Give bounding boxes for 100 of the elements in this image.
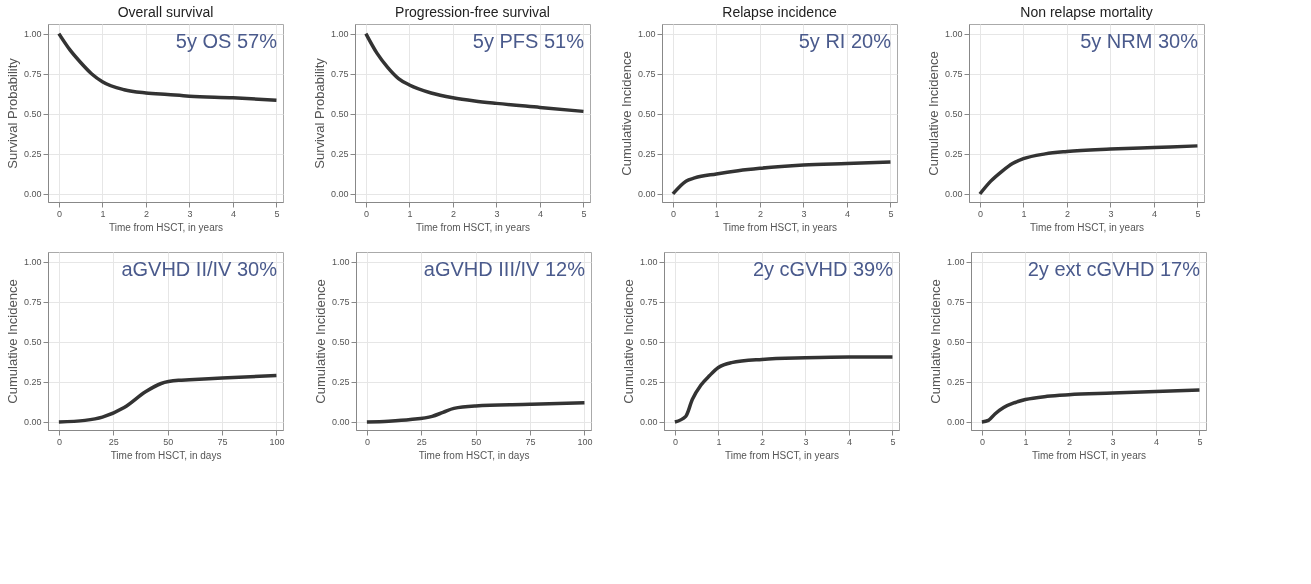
x-tick-label: 5 — [890, 436, 896, 447]
x-tick-label: 4 — [844, 208, 850, 219]
y-tick-label: 0.75 — [23, 69, 42, 80]
x-tick-label: 4 — [1153, 436, 1159, 447]
y-tick-label: 0.25 — [23, 377, 42, 388]
y-tick-label: 0.00 — [639, 417, 658, 428]
x-tick-label: 0 — [977, 208, 983, 219]
x-tick-label: 75 — [525, 436, 536, 447]
x-tick-label: 1 — [714, 208, 720, 219]
y-tick-label: 0.50 — [639, 337, 658, 348]
chart-title: Relapse incidence — [722, 4, 837, 20]
y-tick-label: 0.00 — [331, 417, 350, 428]
y-axis-title: Cumulative Incidence — [4, 279, 20, 404]
annotation: aGVHD II/IV 30% — [121, 258, 278, 280]
annotation: 2y ext cGVHD 17% — [1027, 258, 1201, 280]
y-tick-label: 0.75 — [331, 297, 350, 308]
y-tick-label: 0.00 — [944, 189, 963, 200]
y-axis-title: Survival Probability — [4, 57, 20, 169]
x-tick-label: 100 — [269, 436, 285, 447]
line-series — [364, 31, 586, 114]
x-tick-label: 0 — [670, 208, 676, 219]
x-tick-label: 2 — [759, 436, 765, 447]
x-tick-label: 0 — [56, 208, 62, 219]
x-tick-label: 100 — [577, 436, 593, 447]
annotation: 5y RI 20% — [798, 30, 892, 52]
y-tick-label: 0.00 — [23, 189, 42, 200]
chart-title: Progression-free survival — [395, 4, 550, 20]
y-tick-label: 0.00 — [23, 417, 42, 428]
y-tick-label: 0.50 — [23, 109, 42, 120]
y-tick-label: 1.00 — [639, 257, 658, 268]
y-tick-label: 1.00 — [330, 29, 349, 40]
x-tick-label: 3 — [494, 208, 500, 219]
y-tick-label: 0.50 — [23, 337, 42, 348]
x-axis-title: Time from HSCT, in years — [724, 449, 840, 461]
line-series — [57, 373, 279, 424]
x-tick-label: 50 — [471, 436, 482, 447]
y-tick-label: 1.00 — [23, 257, 42, 268]
y-tick-label: 0.50 — [944, 109, 963, 120]
y-axis-title: Cumulative Incidence — [927, 279, 943, 404]
x-tick-label: 5 — [581, 208, 587, 219]
x-tick-label: 3 — [1110, 436, 1116, 447]
x-tick-label: 50 — [163, 436, 174, 447]
x-tick-label: 0 — [56, 436, 62, 447]
x-tick-label: 2 — [143, 208, 149, 219]
annotation: 5y OS 57% — [175, 30, 278, 52]
x-tick-label: 3 — [803, 436, 809, 447]
x-axis-title: Time from HSCT, in years — [1031, 449, 1147, 461]
x-tick-label: 2 — [450, 208, 456, 219]
x-tick-label: 0 — [672, 436, 678, 447]
annotation: 5y PFS 51% — [472, 30, 585, 52]
x-tick-label: 5 — [888, 208, 894, 219]
x-tick-label: 0 — [363, 208, 369, 219]
y-tick-label: 0.50 — [331, 337, 350, 348]
x-tick-label: 4 — [537, 208, 543, 219]
line-series — [978, 144, 1200, 196]
y-tick-label: 0.00 — [946, 417, 965, 428]
y-axis-title: Survival Probability — [311, 57, 327, 169]
y-tick-label: 0.00 — [637, 189, 656, 200]
y-tick-label: 0.75 — [637, 69, 656, 80]
x-tick-label: 5 — [274, 208, 280, 219]
x-axis-title: Time from HSCT, in years — [108, 221, 224, 233]
x-tick-label: 0 — [979, 436, 985, 447]
y-tick-label: 0.25 — [639, 377, 658, 388]
annotation: aGVHD III/IV 12% — [423, 258, 586, 280]
x-tick-label: 2 — [1064, 208, 1070, 219]
y-axis-title: Cumulative Incidence — [925, 51, 941, 176]
x-tick-label: 1 — [716, 436, 722, 447]
y-tick-label: 0.75 — [330, 69, 349, 80]
y-tick-label: 0.25 — [331, 377, 350, 388]
y-tick-label: 0.50 — [946, 337, 965, 348]
x-tick-label: 1 — [1023, 436, 1029, 447]
y-tick-label: 1.00 — [23, 29, 42, 40]
line-series — [365, 400, 587, 424]
y-tick-label: 0.25 — [330, 149, 349, 160]
y-tick-label: 1.00 — [637, 29, 656, 40]
x-axis-title: Time from HSCT, in years — [722, 221, 838, 233]
y-tick-label: 0.75 — [639, 297, 658, 308]
y-tick-label: 0.50 — [330, 109, 349, 120]
y-tick-label: 0.25 — [637, 149, 656, 160]
y-tick-label: 0.50 — [637, 109, 656, 120]
y-tick-label: 1.00 — [331, 257, 350, 268]
x-tick-label: 4 — [846, 436, 852, 447]
y-tick-label: 0.75 — [946, 297, 965, 308]
x-tick-label: 1 — [1021, 208, 1027, 219]
x-axis-title: Time from HSCT, in years — [415, 221, 531, 233]
chart-title: Overall survival — [117, 4, 214, 20]
y-tick-label: 0.75 — [23, 297, 42, 308]
x-tick-label: 4 — [1151, 208, 1157, 219]
y-axis-title: Cumulative Incidence — [312, 279, 328, 404]
y-tick-label: 0.25 — [23, 149, 42, 160]
x-tick-label: 5 — [1195, 208, 1201, 219]
x-tick-label: 3 — [187, 208, 193, 219]
x-tick-label: 0 — [364, 436, 370, 447]
x-tick-label: 25 — [108, 436, 119, 447]
y-tick-label: 0.25 — [946, 377, 965, 388]
y-axis-title: Cumulative Incidence — [620, 279, 636, 404]
x-tick-label: 2 — [757, 208, 763, 219]
x-axis-title: Time from HSCT, in years — [1029, 221, 1145, 233]
line-series — [980, 388, 1202, 424]
x-axis-title: Time from HSCT, in days — [110, 449, 222, 461]
